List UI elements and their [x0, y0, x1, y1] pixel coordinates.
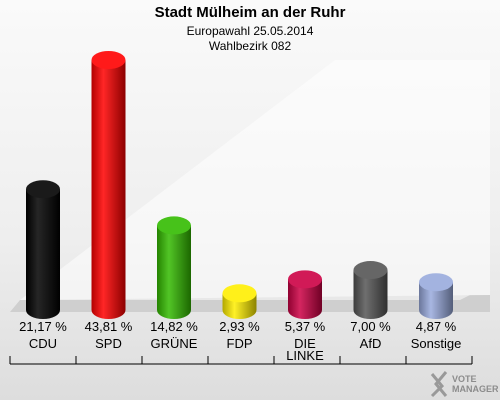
category-label: Sonstige — [411, 336, 462, 351]
bar-sonstige — [419, 273, 453, 319]
bar-group — [26, 51, 453, 320]
x-axis — [9, 356, 473, 365]
value-label: 7,00 % — [350, 319, 391, 334]
value-label-group: 21,17 % 43,81 % 14,82 % 2,93 % 5,37 % 7,00 % 4… — [19, 319, 457, 334]
bar-cdu — [26, 180, 60, 319]
value-label: 4,87 % — [416, 319, 457, 334]
chart-title: Stadt Mülheim an der Ruhr — [154, 4, 346, 21]
value-label: 43,81 % — [85, 319, 133, 334]
category-label: GRÜNE — [151, 336, 198, 351]
category-label: LINKE — [286, 348, 324, 363]
backdrop-shadow — [20, 60, 490, 300]
bar-afd — [353, 261, 388, 320]
bar-die-linke — [288, 270, 322, 319]
chart-district: Wahlbezirk 082 — [208, 39, 292, 53]
category-label: CDU — [29, 336, 57, 351]
category-label: AfD — [360, 336, 382, 351]
logo-line-1: VOTE — [452, 374, 477, 384]
bar-grüne — [157, 216, 191, 319]
bar-fdp — [222, 284, 257, 320]
category-label: SPD — [95, 336, 122, 351]
value-label: 14,82 % — [150, 319, 198, 334]
category-label: FDP — [227, 336, 253, 351]
vote-manager-x-icon — [430, 371, 448, 398]
value-label: 5,37 % — [285, 319, 326, 334]
logo-line-2: MANAGER — [452, 384, 498, 394]
value-label: 21,17 % — [19, 319, 67, 334]
bar-spd — [91, 51, 126, 320]
category-label: DIE — [294, 336, 316, 351]
vote-manager-logo: VOTE MANAGER — [428, 368, 499, 398]
value-label: 2,93 % — [219, 319, 260, 334]
chart-subtitle: Europawahl 25.05.2014 — [186, 24, 314, 38]
chart-floor — [10, 60, 490, 312]
